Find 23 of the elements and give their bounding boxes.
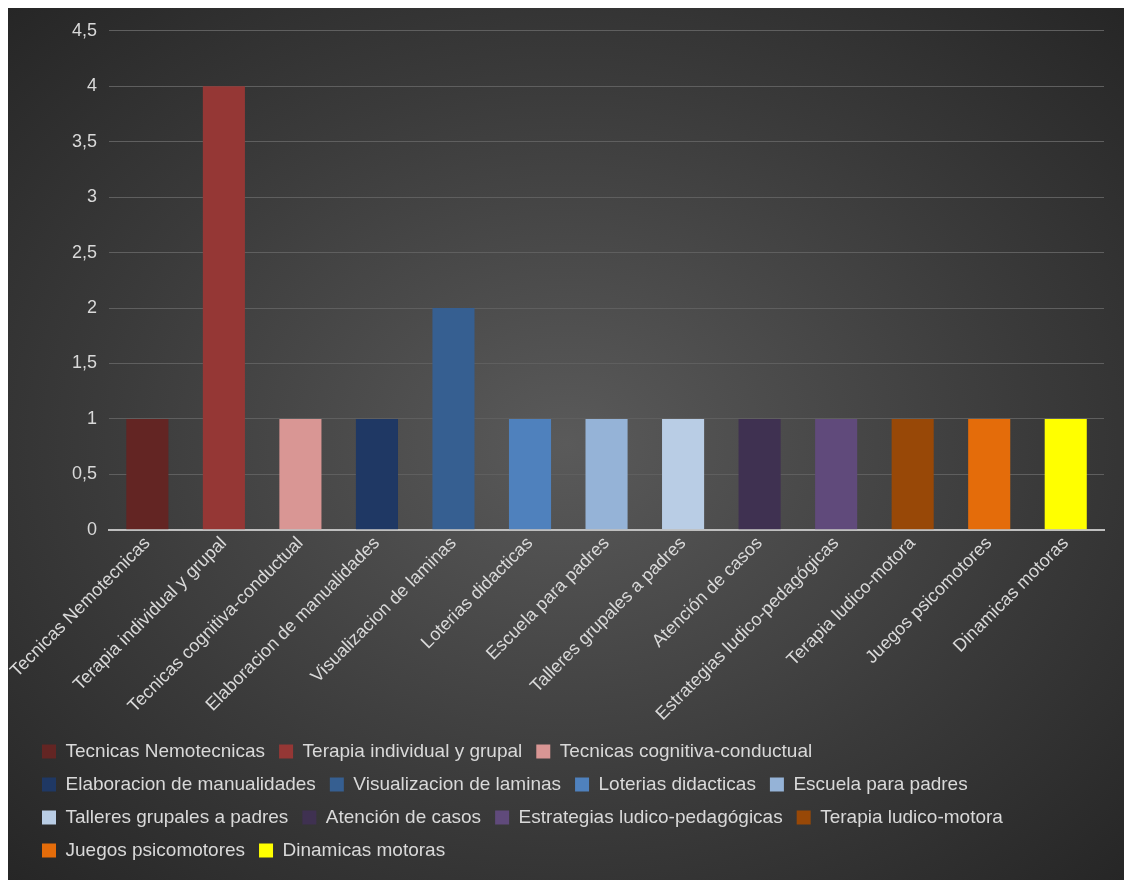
legend-label: Elaboracion de manualidades <box>65 772 316 794</box>
legend-label: Juegos psicomotores <box>65 838 246 860</box>
legend-label: Tecnicas Nemotecnicas <box>65 739 266 761</box>
y-tick-label: 2,5 <box>72 241 98 262</box>
y-tick-label: 0,5 <box>72 463 98 484</box>
y-tick-label: 4,5 <box>72 19 98 40</box>
legend-label: Escuela para padres <box>793 772 968 794</box>
legend-label: Visualizacion de laminas <box>353 772 562 794</box>
y-tick-label: 4 <box>87 75 98 96</box>
legend-label: Atención de casos <box>325 805 482 827</box>
legend-label: Terapia ludico-motora <box>820 805 1004 827</box>
legend-label: Loterias didacticas <box>598 772 756 794</box>
legend-label: Estrategias ludico-pedagógicas <box>518 805 783 827</box>
y-tick-label: 2 <box>87 297 98 318</box>
legend-label: Talleres grupales a padres <box>65 805 289 827</box>
y-tick-label: 1 <box>87 407 98 428</box>
y-tick-label: 3 <box>87 186 98 207</box>
legend-label: Dinamicas motoras <box>282 838 446 860</box>
legend-label: Tecnicas cognitiva-conductual <box>559 739 813 761</box>
y-tick-label: 3,5 <box>72 130 98 151</box>
y-tick-label: 0 <box>87 518 98 539</box>
legend-label: Terapia individual y grupal <box>302 739 523 761</box>
y-tick-label: 1,5 <box>72 352 98 373</box>
